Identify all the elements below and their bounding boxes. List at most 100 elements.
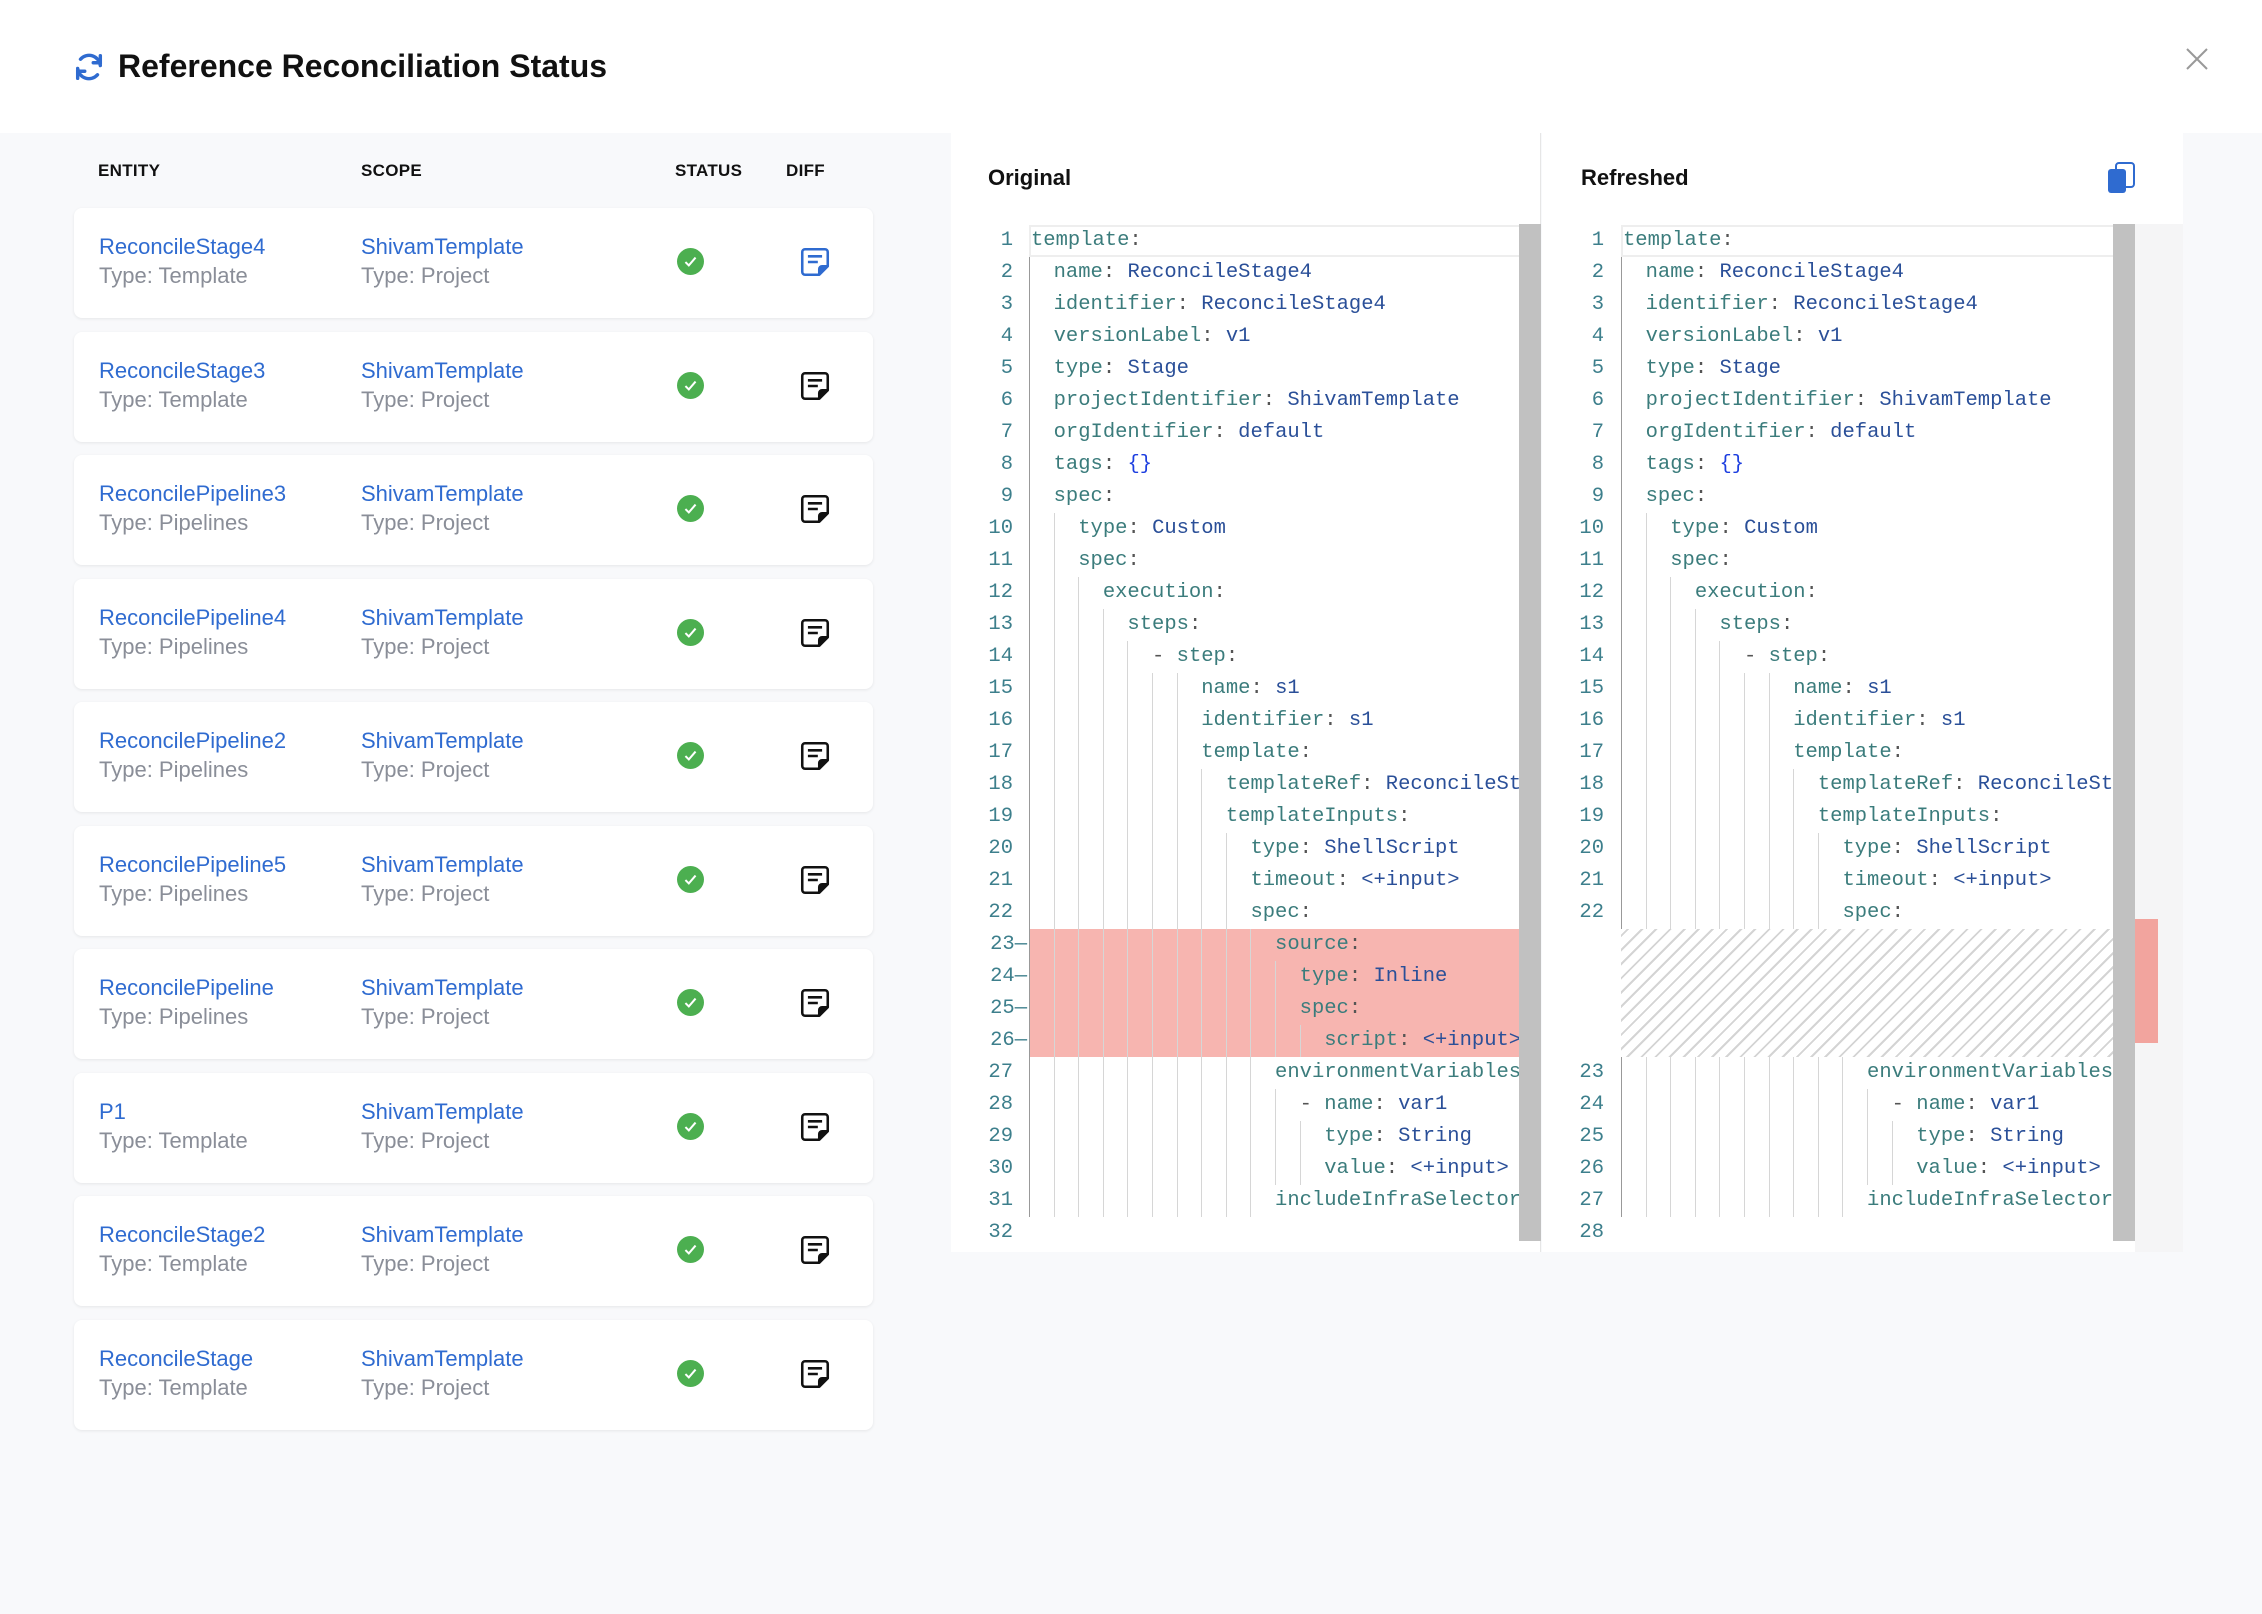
code-line[interactable]: spec: bbox=[1670, 549, 1732, 572]
table-row[interactable]: ReconcilePipeline3 Type: Pipelines Shiva… bbox=[74, 455, 873, 565]
scope-link[interactable]: ShivamTemplate bbox=[361, 234, 524, 259]
code-line[interactable]: type: Custom bbox=[1670, 517, 1818, 540]
code-line[interactable]: name: ReconcileStage4 bbox=[1053, 261, 1312, 284]
code-line[interactable]: includeInfraSelectors bbox=[1275, 1189, 1519, 1212]
table-row[interactable]: ReconcilePipeline Type: Pipelines Shivam… bbox=[74, 949, 873, 1059]
copy-icon[interactable] bbox=[2106, 162, 2136, 194]
code-line[interactable]: tags: {} bbox=[1645, 453, 1745, 476]
code-line[interactable]: - step: bbox=[1744, 645, 1831, 668]
diff-note-icon[interactable] bbox=[798, 986, 832, 1020]
table-row[interactable]: P1 Type: Template ShivamTemplate Type: P… bbox=[74, 1072, 873, 1183]
scope-link[interactable]: ShivamTemplate bbox=[361, 1345, 524, 1371]
code-line[interactable]: identifier: s1 bbox=[1793, 709, 1966, 732]
table-row[interactable]: ReconcileStage Type: Template ShivamTemp… bbox=[74, 1319, 873, 1430]
scope-link[interactable]: ShivamTemplate bbox=[361, 728, 524, 753]
code-line[interactable]: steps: bbox=[1719, 613, 1794, 636]
code-line[interactable]: timeout: <+input> bbox=[1250, 869, 1460, 892]
code-line[interactable]: orgIdentifier: default bbox=[1645, 421, 1917, 444]
code-line[interactable]: - step: bbox=[1152, 645, 1239, 668]
code-line[interactable]: environmentVariables: bbox=[1275, 1061, 1519, 1084]
diff-note-icon[interactable] bbox=[798, 245, 832, 279]
code-line[interactable]: template: bbox=[1793, 741, 1904, 764]
code-line[interactable]: spec: bbox=[1250, 901, 1312, 924]
scope-link[interactable]: ShivamTemplate bbox=[361, 357, 524, 383]
code-line[interactable]: name: ReconcileStage4 bbox=[1645, 261, 1904, 284]
code-line[interactable]: type: ShellScript bbox=[1250, 837, 1460, 860]
diff-note-icon[interactable] bbox=[798, 492, 832, 526]
code-line[interactable]: spec: bbox=[1645, 485, 1708, 508]
scope-link[interactable]: ShivamTemplate bbox=[361, 1098, 524, 1124]
scope-link[interactable]: ShivamTemplate bbox=[361, 1222, 524, 1247]
refreshed-editor[interactable]: 1 template: 2 name: ReconcileStage4 3 ident… bbox=[1542, 224, 2183, 1252]
entity-name-link[interactable]: ReconcilePipeline5 bbox=[99, 851, 287, 877]
code-line[interactable]: execution: bbox=[1694, 581, 1818, 604]
code-line[interactable]: source: bbox=[1275, 933, 1362, 956]
code-line[interactable]: identifier: s1 bbox=[1201, 709, 1374, 732]
code-line[interactable]: - name: var1 bbox=[1299, 1093, 1448, 1116]
code-line[interactable]: tags: {} bbox=[1053, 453, 1153, 476]
code-line[interactable] bbox=[1621, 1217, 2113, 1249]
entity-name-link[interactable]: ReconcilePipeline bbox=[99, 975, 274, 1000]
code-line[interactable]: templateRef: ReconcileSte bbox=[1817, 773, 2113, 796]
scope-link[interactable]: ShivamTemplate bbox=[361, 851, 524, 877]
original-editor[interactable]: 1 template: 2 name: ReconcileStage4 3 ident… bbox=[951, 224, 1541, 1252]
code-line[interactable]: template: bbox=[1621, 225, 2113, 257]
code-line[interactable]: type: Stage bbox=[1645, 357, 1781, 380]
code-line[interactable]: projectIdentifier: ShivamTemplate bbox=[1645, 389, 2052, 412]
code-line[interactable]: name: s1 bbox=[1201, 677, 1300, 700]
code-line[interactable]: versionLabel: v1 bbox=[1645, 325, 1843, 348]
table-row[interactable]: ReconcileStage4 Type: Template ShivamTem… bbox=[74, 208, 873, 318]
diff-note-icon[interactable] bbox=[798, 369, 832, 403]
code-line[interactable]: spec: bbox=[1299, 997, 1362, 1020]
code-line[interactable]: projectIdentifier: ShivamTemplate bbox=[1053, 389, 1460, 412]
scope-link[interactable]: ShivamTemplate bbox=[361, 604, 524, 630]
table-row[interactable]: ReconcileStage3 Type: Template ShivamTem… bbox=[74, 331, 873, 442]
table-row[interactable]: ReconcilePipeline5 Type: Pipelines Shiva… bbox=[74, 825, 873, 936]
diff-note-icon[interactable] bbox=[798, 616, 832, 650]
code-line[interactable]: spec: bbox=[1053, 485, 1116, 508]
code-line[interactable]: type: ShellScript bbox=[1842, 837, 2052, 860]
diff-note-icon[interactable] bbox=[798, 1357, 832, 1391]
code-line[interactable]: versionLabel: v1 bbox=[1053, 325, 1251, 348]
diff-note-icon[interactable] bbox=[798, 1110, 832, 1144]
code-line[interactable]: templateInputs: bbox=[1817, 805, 2003, 828]
code-line[interactable]: templateInputs: bbox=[1225, 805, 1411, 828]
entity-name-link[interactable]: ReconcileStage3 bbox=[99, 357, 266, 383]
code-line[interactable]: name: s1 bbox=[1793, 677, 1892, 700]
code-line[interactable]: value: <+input> bbox=[1916, 1157, 2101, 1180]
scope-link[interactable]: ShivamTemplate bbox=[361, 975, 524, 1000]
code-line[interactable]: identifier: ReconcileStage4 bbox=[1645, 293, 1978, 316]
diff-note-icon[interactable] bbox=[798, 1233, 832, 1267]
code-line[interactable]: type: String bbox=[1916, 1125, 2064, 1148]
code-line[interactable]: orgIdentifier: default bbox=[1053, 421, 1325, 444]
table-row[interactable]: ReconcilePipeline4 Type: Pipelines Shiva… bbox=[74, 578, 873, 689]
code-line[interactable]: templateRef: ReconcileSte bbox=[1225, 773, 1519, 796]
code-line[interactable] bbox=[1029, 1217, 1519, 1249]
entity-name-link[interactable]: ReconcileStage2 bbox=[99, 1222, 266, 1247]
code-line[interactable]: identifier: ReconcileStage4 bbox=[1053, 293, 1386, 316]
entity-name-link[interactable]: ReconcilePipeline2 bbox=[99, 728, 287, 753]
table-row[interactable]: ReconcilePipeline2 Type: Pipelines Shiva… bbox=[74, 702, 873, 812]
code-line[interactable]: steps: bbox=[1127, 613, 1202, 636]
code-line[interactable]: spec: bbox=[1078, 549, 1140, 572]
scope-link[interactable]: ShivamTemplate bbox=[361, 481, 524, 506]
code-line[interactable]: timeout: <+input> bbox=[1842, 869, 2052, 892]
entity-name-link[interactable]: ReconcilePipeline4 bbox=[99, 604, 287, 630]
code-line[interactable]: script: <+input> bbox=[1324, 1029, 1519, 1052]
entity-name-link[interactable]: ReconcilePipeline3 bbox=[99, 481, 287, 506]
table-row[interactable]: ReconcileStage2 Type: Template ShivamTem… bbox=[74, 1196, 873, 1306]
code-line[interactable]: template: bbox=[1029, 225, 1519, 257]
code-line[interactable]: template: bbox=[1201, 741, 1312, 764]
code-line[interactable]: execution: bbox=[1102, 581, 1226, 604]
code-line[interactable]: type: Stage bbox=[1053, 357, 1189, 380]
entity-name-link[interactable]: P1 bbox=[99, 1098, 126, 1124]
code-line[interactable]: spec: bbox=[1842, 901, 1904, 924]
vertical-scrollbar[interactable] bbox=[2113, 224, 2135, 1241]
code-line[interactable]: type: Inline bbox=[1299, 965, 1448, 988]
entity-name-link[interactable]: ReconcileStage bbox=[99, 1345, 254, 1371]
code-line[interactable]: type: String bbox=[1324, 1125, 1472, 1148]
diff-note-icon[interactable] bbox=[798, 863, 832, 897]
code-line[interactable]: value: <+input> bbox=[1324, 1157, 1509, 1180]
vertical-scrollbar[interactable] bbox=[1519, 224, 1541, 1241]
code-line[interactable]: type: Custom bbox=[1078, 517, 1226, 540]
